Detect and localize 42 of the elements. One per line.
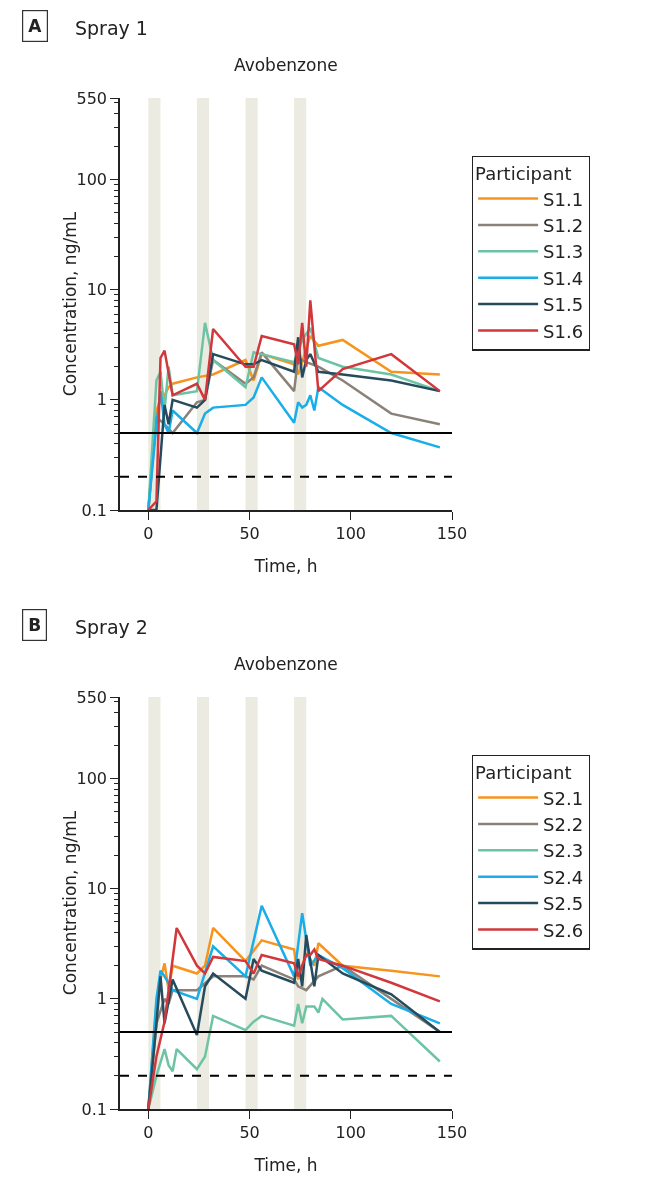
legend-label: S2.2 [543, 813, 584, 835]
text: A [28, 16, 43, 37]
y-tick-label: 550 [76, 88, 108, 108]
legend-label: S1.4 [543, 267, 584, 289]
y-axis-title: Concentration, ng/mL [59, 211, 80, 397]
chart-title: Spray 2 [75, 615, 148, 638]
y-tick-label: 100 [76, 170, 108, 190]
legend-label: S1.2 [543, 214, 584, 236]
x-tick-label: 150 [436, 523, 468, 543]
legend-label: S2.3 [543, 840, 584, 862]
text: B [28, 615, 42, 636]
chart-subtitle: Avobenzone [234, 654, 338, 674]
x-axis-title: Time, h [253, 555, 318, 576]
x-axis-title: Time, h [253, 1154, 318, 1175]
legend-title: Participant [475, 163, 572, 185]
x-tick-label: 50 [239, 523, 260, 543]
chart-title: Spray 1 [75, 16, 148, 39]
y-tick-label: 10 [86, 879, 108, 899]
y-tick-label: 1 [96, 989, 108, 1009]
legend-label: S2.6 [543, 919, 584, 941]
x-tick-label: 50 [239, 1122, 260, 1142]
y-tick-label: 10 [86, 280, 108, 300]
x-tick-label: 0 [143, 1122, 154, 1142]
legend-label: S2.1 [543, 787, 584, 809]
x-tick-label: 150 [436, 1122, 468, 1142]
y-tick-label: 100 [76, 769, 108, 789]
legend-label: S1.1 [543, 188, 584, 210]
x-tick-label: 0 [143, 523, 154, 543]
legend-label: S2.4 [543, 866, 584, 888]
legend-label: S1.6 [543, 320, 584, 342]
chart-subtitle: Avobenzone [234, 55, 338, 75]
x-tick-label: 100 [335, 1122, 367, 1142]
legend-title: Participant [475, 762, 572, 784]
y-axis-title: Concentration, ng/mL [59, 810, 80, 996]
y-tick-label: 0.1 [81, 500, 108, 520]
legend-label: S1.5 [543, 294, 584, 316]
y-tick-label: 1 [96, 390, 108, 410]
y-tick-label: 0.1 [81, 1099, 108, 1119]
x-tick-label: 100 [335, 523, 367, 543]
legend-label: S2.5 [543, 893, 584, 915]
legend-label: S1.3 [543, 241, 584, 263]
y-tick-label: 550 [76, 687, 108, 707]
